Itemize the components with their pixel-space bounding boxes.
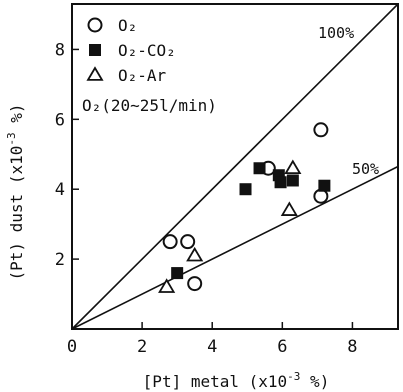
x-axis-title-unit: %) [300, 372, 329, 391]
legend-marker-o2-ar [86, 66, 104, 81]
point-o2-co2 [239, 183, 252, 196]
y-tick-label: 2 [55, 250, 65, 270]
y-tick-label: 6 [55, 110, 65, 130]
y-tick-label: 4 [55, 180, 65, 200]
axes [71, 3, 399, 330]
legend-label-o2-ar: O₂-Ar [118, 66, 167, 85]
legend-marker-o2-co2 [89, 44, 101, 56]
point-o2 [187, 276, 203, 292]
data-points [158, 122, 331, 293]
y-axis-title-unit: %) [7, 103, 26, 132]
reference-label-50: 50% [352, 160, 379, 178]
point-o2-co2 [253, 162, 266, 175]
point-o2 [313, 122, 329, 138]
point-o2-ar [158, 278, 176, 293]
point-o2-co2 [274, 176, 287, 189]
x-tick-label: 4 [207, 337, 217, 357]
x-tick-label: 8 [347, 337, 357, 357]
point-o2-co2 [318, 179, 331, 192]
legend-label-o2-co2: O₂-CO₂ [118, 41, 176, 60]
x-axis-title-exponent: -3 [287, 370, 300, 383]
x-axis-title-main: [Pt] metal (x10 [143, 372, 288, 391]
x-tick-label: 0 [67, 337, 77, 357]
x-tick-label: 2 [137, 337, 147, 357]
reference-line-100pct [71, 3, 399, 330]
legend-note: O₂(20∼25l/min) [82, 96, 217, 115]
point-o2-ar [280, 201, 298, 216]
axis-ticks: 0 2 4 6 8 2 4 6 8 [55, 40, 358, 357]
reference-lines [71, 3, 399, 330]
point-o2 [162, 234, 178, 250]
point-o2-ar [284, 159, 302, 175]
plot-frame [71, 3, 399, 330]
y-axis-title-main: (Pt) dust (x10 [7, 146, 26, 281]
reference-label-100: 100% [318, 24, 354, 42]
y-axis-title: (Pt) dust (x10-3 %) [5, 103, 26, 280]
y-axis-title-exponent: -3 [5, 132, 18, 145]
x-axis-title: [Pt] metal (x10-3 %) [143, 370, 330, 391]
legend-marker-o2 [87, 17, 103, 33]
point-o2 [180, 234, 196, 250]
point-o2-co2 [286, 174, 299, 187]
legend-label-o2: O₂ [118, 16, 137, 35]
point-o2-ar [186, 246, 204, 262]
point-o2-co2 [171, 267, 184, 280]
legend: O₂ O₂-CO₂ O₂-Ar O₂(20∼25l/min) [82, 16, 217, 115]
reference-line-50pct [71, 165, 399, 330]
y-tick-label: 8 [55, 40, 65, 60]
x-tick-label: 6 [277, 337, 287, 357]
